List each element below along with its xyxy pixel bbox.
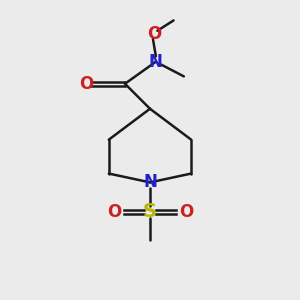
Text: O: O (79, 75, 93, 93)
Text: N: N (149, 53, 163, 71)
Text: O: O (107, 203, 121, 221)
Text: O: O (179, 203, 193, 221)
Text: S: S (143, 202, 157, 221)
Text: O: O (147, 25, 161, 43)
Text: N: N (143, 173, 157, 191)
